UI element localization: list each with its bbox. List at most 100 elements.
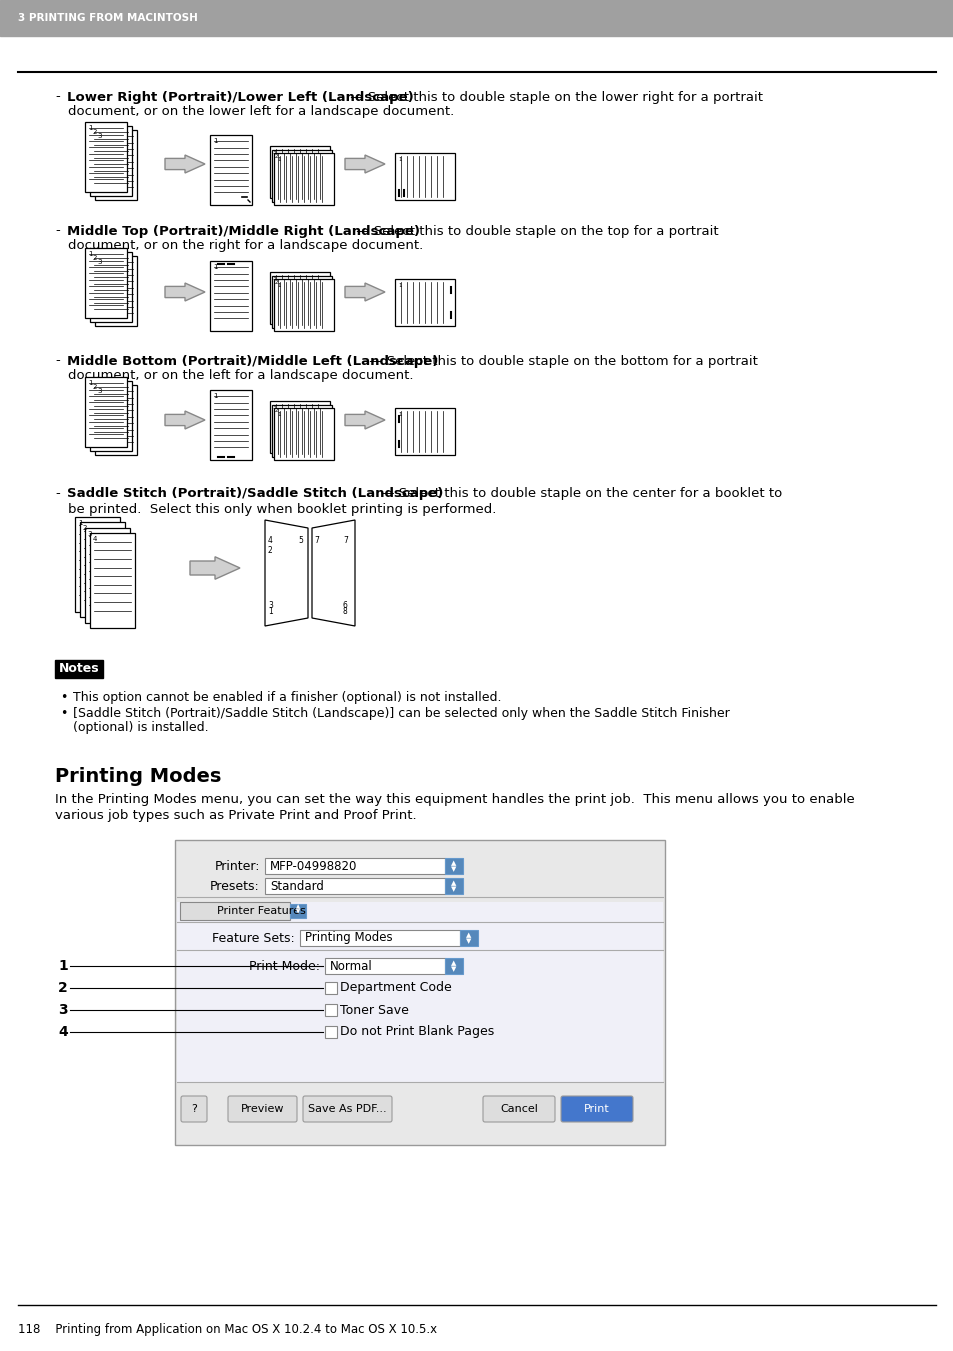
- Polygon shape: [165, 155, 205, 173]
- Polygon shape: [165, 411, 205, 430]
- Text: 1: 1: [78, 520, 82, 526]
- Bar: [210, 261, 252, 331]
- Text: ▼: ▼: [451, 966, 456, 971]
- Text: Middle Top (Portrait)/Middle Right (Landscape): Middle Top (Portrait)/Middle Right (Land…: [67, 224, 419, 238]
- Text: 2: 2: [274, 408, 278, 413]
- Bar: [274, 408, 334, 459]
- Bar: [325, 1004, 336, 1016]
- Bar: [290, 904, 306, 917]
- Bar: [274, 280, 334, 331]
- Bar: [325, 1025, 336, 1038]
- Text: 2: 2: [268, 546, 273, 555]
- Text: ▲: ▲: [451, 861, 456, 866]
- FancyBboxPatch shape: [482, 1096, 555, 1121]
- Bar: [180, 902, 290, 920]
- Text: Print: Print: [583, 1104, 609, 1115]
- Bar: [210, 390, 252, 459]
- Bar: [55, 661, 103, 678]
- Text: •: •: [60, 692, 68, 704]
- Text: 4: 4: [92, 536, 97, 542]
- Bar: [90, 253, 132, 322]
- Text: -: -: [55, 488, 60, 500]
- Text: This option cannot be enabled if a finisher (optional) is not installed.: This option cannot be enabled if a finis…: [73, 692, 501, 704]
- Text: 1: 1: [277, 412, 280, 417]
- Bar: [177, 902, 662, 1105]
- FancyBboxPatch shape: [560, 1096, 633, 1121]
- Bar: [395, 408, 455, 455]
- Bar: [265, 858, 444, 874]
- Text: 1: 1: [213, 138, 217, 145]
- Text: 1: 1: [397, 412, 401, 417]
- Text: Feature Sets:: Feature Sets:: [212, 931, 294, 944]
- Text: Printer Features: Printer Features: [216, 907, 305, 916]
- Text: Printer:: Printer:: [214, 859, 260, 873]
- Text: 2: 2: [83, 526, 88, 531]
- Polygon shape: [345, 411, 385, 430]
- Text: Saddle Stitch (Portrait)/Saddle Stitch (Landscape): Saddle Stitch (Portrait)/Saddle Stitch (…: [67, 488, 443, 500]
- Text: Lower Right (Portrait)/Lower Left (Landscape): Lower Right (Portrait)/Lower Left (Lands…: [67, 91, 414, 104]
- Text: ?: ?: [191, 1104, 196, 1115]
- Text: MFP-04998820: MFP-04998820: [270, 859, 357, 873]
- Bar: [270, 146, 330, 199]
- Text: Printing Modes: Printing Modes: [305, 931, 393, 944]
- Text: Department Code: Department Code: [339, 981, 452, 994]
- Text: 3: 3: [58, 1002, 68, 1017]
- Text: Toner Save: Toner Save: [339, 1004, 409, 1016]
- Text: In the Printing Modes menu, you can set the way this equipment handles the print: In the Printing Modes menu, you can set …: [55, 793, 854, 807]
- Polygon shape: [190, 557, 240, 580]
- Bar: [174, 840, 664, 1146]
- Text: Standard: Standard: [270, 880, 323, 893]
- Text: Preview: Preview: [240, 1104, 284, 1115]
- Bar: [270, 401, 330, 453]
- Text: 2: 2: [58, 981, 68, 994]
- Text: 4: 4: [268, 536, 273, 544]
- Text: 1: 1: [397, 157, 401, 162]
- Polygon shape: [345, 282, 385, 301]
- Text: Do not Print Blank Pages: Do not Print Blank Pages: [339, 1025, 494, 1039]
- Text: ▼: ▼: [466, 938, 471, 944]
- Text: 3: 3: [273, 405, 276, 409]
- Text: 3 PRINTING FROM MACINTOSH: 3 PRINTING FROM MACINTOSH: [18, 14, 197, 23]
- Bar: [395, 280, 455, 326]
- Bar: [299, 929, 459, 946]
- Text: Middle Bottom (Portrait)/Middle Left (Landscape): Middle Bottom (Portrait)/Middle Left (La…: [67, 354, 438, 367]
- Text: ▲: ▲: [451, 961, 456, 966]
- Text: 1: 1: [88, 251, 92, 257]
- Bar: [94, 385, 136, 455]
- Bar: [85, 122, 127, 192]
- Text: 3: 3: [97, 132, 102, 139]
- Text: ▼: ▼: [451, 866, 456, 871]
- Text: -: -: [55, 224, 60, 238]
- Text: 8: 8: [343, 607, 348, 616]
- Text: — Select this to double staple on the center for a booklet to: — Select this to double staple on the ce…: [376, 488, 781, 500]
- Bar: [272, 404, 332, 457]
- Bar: [85, 377, 127, 447]
- Text: ▲: ▲: [466, 932, 471, 938]
- Text: 2: 2: [92, 128, 97, 135]
- Bar: [444, 858, 462, 874]
- Bar: [94, 130, 136, 200]
- Text: 1: 1: [277, 157, 280, 162]
- Bar: [459, 929, 477, 946]
- Bar: [270, 272, 330, 324]
- Text: 1: 1: [213, 393, 217, 399]
- Bar: [0, 0, 953, 36]
- Text: be printed.  Select this only when booklet printing is performed.: be printed. Select this only when bookle…: [68, 503, 496, 516]
- Text: 1: 1: [277, 282, 280, 288]
- Text: 6: 6: [343, 601, 348, 611]
- FancyBboxPatch shape: [303, 1096, 392, 1121]
- Text: -: -: [55, 91, 60, 104]
- FancyBboxPatch shape: [228, 1096, 296, 1121]
- Bar: [272, 150, 332, 201]
- Text: 4: 4: [58, 1025, 68, 1039]
- Text: 3: 3: [97, 388, 102, 394]
- Text: document, or on the right for a landscape document.: document, or on the right for a landscap…: [68, 239, 423, 253]
- Text: various job types such as Private Print and Proof Print.: various job types such as Private Print …: [55, 809, 416, 823]
- Polygon shape: [345, 155, 385, 173]
- Text: [Saddle Stitch (Portrait)/Saddle Stitch (Landscape)] can be selected only when t: [Saddle Stitch (Portrait)/Saddle Stitch …: [73, 707, 729, 720]
- FancyBboxPatch shape: [181, 1096, 207, 1121]
- Text: 118    Printing from Application on Mac OS X 10.2.4 to Mac OS X 10.5.x: 118 Printing from Application on Mac OS …: [18, 1324, 436, 1336]
- Text: •: •: [60, 707, 68, 720]
- Polygon shape: [265, 520, 308, 626]
- Text: Presets:: Presets:: [210, 880, 260, 893]
